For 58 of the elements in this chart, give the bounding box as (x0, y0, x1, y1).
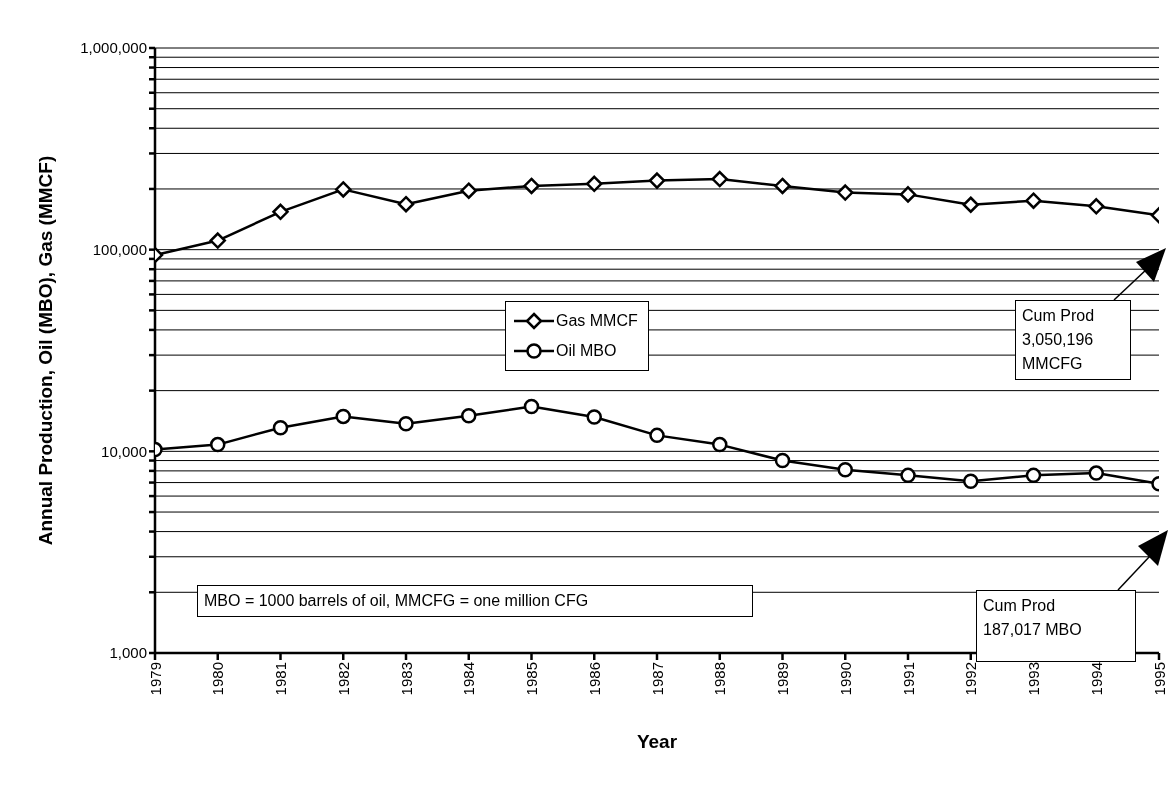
x-tick-label: 1989 (774, 662, 792, 696)
point (1025, 467, 1042, 484)
x-tick-label: 1980 (209, 662, 227, 696)
point (335, 408, 351, 425)
x-axis-title: Year (636, 731, 678, 752)
x-tick-label: 1988 (711, 662, 729, 696)
x-tick-label: 1985 (523, 662, 541, 696)
point (899, 186, 917, 203)
legend-label: Gas MMCF (556, 312, 638, 330)
point (398, 416, 414, 432)
point (648, 172, 666, 189)
point (586, 175, 603, 193)
y-axis-title: Annual Production, Oil (MBO), Gas (MMCF) (34, 155, 56, 546)
x-tick-label: 1979 (146, 662, 164, 696)
y-tick-label: 10,000 (101, 442, 147, 460)
point (523, 177, 540, 195)
point (712, 436, 728, 453)
y-tick-label: 100,000 (92, 240, 147, 258)
point (210, 436, 226, 453)
x-tick-label: 1993 (1025, 662, 1043, 696)
point (711, 170, 728, 188)
x-tick-label: 1982 (334, 662, 352, 696)
point (837, 462, 853, 478)
note-box: Cum Prod 3,050,196 MMCFG (1015, 300, 1131, 380)
point (1088, 198, 1105, 215)
point (963, 473, 979, 490)
point (774, 177, 791, 195)
x-tick-label: 1981 (272, 662, 290, 696)
point (397, 195, 415, 213)
point (461, 408, 477, 424)
point (900, 467, 916, 484)
x-tick-label: 1990 (836, 662, 854, 696)
x-tick-label: 1983 (397, 662, 415, 696)
point (586, 409, 602, 425)
note-box: Cum Prod 187,017 MBO (976, 590, 1136, 662)
x-tick-label: 1986 (585, 662, 603, 696)
point (1025, 192, 1042, 209)
x-tick-label: 1995 (1150, 662, 1168, 696)
legend-label: Oil MBO (556, 342, 617, 360)
note-box: MBO = 1000 barrels of oil, MMCFG = one million CFG (197, 585, 753, 617)
x-tick-label: 1991 (899, 662, 917, 696)
point (1088, 465, 1104, 481)
x-tick-label: 1994 (1087, 662, 1105, 696)
point (837, 184, 854, 201)
x-tick-label: 1992 (962, 662, 980, 696)
point (209, 232, 226, 249)
point (774, 452, 791, 469)
point (649, 427, 665, 444)
x-tick-label: 1987 (648, 662, 666, 696)
point (272, 203, 289, 221)
y-tick-label: 1,000,000 (80, 39, 147, 57)
x-tick-label: 1984 (460, 662, 478, 696)
point (272, 419, 289, 436)
point (460, 182, 477, 199)
point (962, 196, 979, 213)
point (335, 181, 352, 198)
point (523, 398, 540, 415)
y-tick-label: 1,000 (109, 644, 147, 662)
